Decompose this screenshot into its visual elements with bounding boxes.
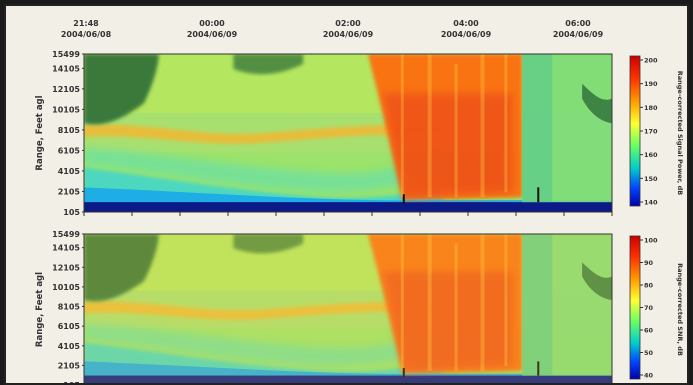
colorbar-tick-label: 200: [644, 57, 658, 65]
colorbar-tick-label: 60: [644, 327, 654, 335]
y-tick-label: 4105: [58, 342, 81, 351]
colorbar-tick-label: 180: [644, 104, 658, 112]
figure-frame: 21:48 2004/06/08 00:00 2004/06/09 02:00 2004/…: [4, 4, 689, 385]
y-tick-label: 10105: [52, 283, 80, 292]
y-tick-label: 12105: [52, 263, 80, 272]
date-label-2: 2004/06/09: [323, 30, 374, 39]
y-tick-label: 15499: [52, 230, 80, 239]
y-tick-label: 105: [63, 208, 80, 217]
colorbar-tick-label: 150: [644, 175, 658, 183]
y-tick-label: 8105: [58, 126, 81, 135]
date-label-4: 2004/06/09: [553, 30, 604, 39]
colorbar-tick-label: 50: [644, 349, 654, 357]
plot-border: [83, 53, 613, 213]
date-label-3: 2004/06/09: [441, 30, 492, 39]
y-tick-label: 4105: [58, 167, 81, 176]
chart-figure: 21:48 2004/06/08 00:00 2004/06/09 02:00 2004/…: [35, 19, 684, 385]
y-tick-label: 105: [63, 381, 80, 385]
time-label-0: 21:48: [73, 19, 99, 28]
time-label-1: 00:00: [199, 19, 225, 28]
time-label-4: 06:00: [565, 19, 591, 28]
y-tick-label: 6105: [58, 322, 81, 331]
y-axis-label: Range, Feet agl: [35, 272, 45, 347]
heatmap-1: [84, 54, 612, 212]
colorbar-tick-label: 70: [644, 304, 654, 312]
time-label-3: 04:00: [453, 19, 479, 28]
plot-border: [83, 233, 613, 383]
y-tick-label: 8105: [58, 303, 81, 312]
y-tick-label: 12105: [52, 85, 80, 94]
colorbar: [629, 235, 641, 380]
colorbar-tick-label: 80: [644, 282, 654, 290]
colorbar-tick-label: 190: [644, 80, 658, 88]
date-label-1: 2004/06/09: [187, 30, 238, 39]
panel-1: 15499 14105 12105 10105 8105 6105 4105 2105 105 R…: [35, 50, 684, 217]
y-tick-label: 14105: [52, 64, 80, 73]
date-label-0: 2004/06/08: [61, 30, 112, 39]
colorbar-tick-label: 90: [644, 259, 654, 267]
heatmap-2: [84, 234, 612, 383]
colorbar-tick-label: 100: [644, 237, 658, 245]
panel-2: 15499 14105 12105 10105 8105 6105 4105 2105 105 R…: [35, 230, 684, 385]
y-tick-label: 2105: [58, 187, 81, 196]
snr-tint: [84, 234, 612, 383]
colorbar-label: Range-corrected Signal Power, dB: [676, 71, 684, 196]
time-axis-top: 21:48 2004/06/08 00:00 2004/06/09 02:00 2004/…: [61, 19, 604, 39]
y-tick-label: 2105: [58, 361, 81, 370]
colorbar-tick-label: 140: [644, 199, 658, 207]
colorbar: [629, 55, 641, 207]
colorbar-tick-label: 160: [644, 151, 658, 159]
heatmap-field: [84, 54, 612, 212]
y-axis-label: Range, Feet agl: [35, 95, 45, 170]
y-tick-label: 15499: [52, 50, 80, 59]
time-label-2: 02:00: [335, 19, 361, 28]
y-tick-label: 10105: [52, 105, 80, 114]
y-tick-label: 6105: [58, 146, 81, 155]
y-tick-label: 14105: [52, 244, 80, 253]
colorbar-label: Range-corrected SNR, dB: [676, 263, 684, 356]
colorbar-tick-label: 40: [644, 372, 654, 380]
colorbar-tick-label: 170: [644, 128, 658, 136]
